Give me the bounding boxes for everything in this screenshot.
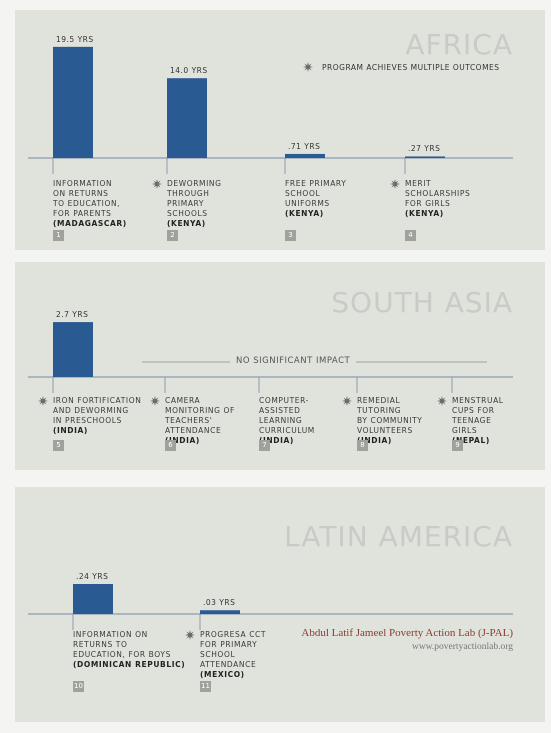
bar xyxy=(53,46,93,158)
category-label-block: PROGRESA CCT FOR PRIMARY SCHOOL ATTENDAN… xyxy=(200,630,266,680)
category-number: 2 xyxy=(167,230,178,241)
category-label-block: MENSTRUAL CUPS FOR TEENAGE GIRLS (NEPAL) xyxy=(452,396,504,446)
value-label: .03 YRS xyxy=(203,598,236,608)
multiple-outcomes-star xyxy=(150,396,160,406)
bar xyxy=(53,322,93,377)
category-label-block: COMPUTER- ASSISTED LEARNING CURRICULUM (I… xyxy=(259,396,315,446)
category-number: 10 xyxy=(73,681,84,692)
value-label: .71 YRS xyxy=(288,141,321,151)
multiple-outcomes-star xyxy=(342,396,352,406)
value-label: 14.0 YRS xyxy=(170,66,208,76)
multiple-outcomes-star xyxy=(185,630,195,640)
category-label-block: DEWORMING THROUGH PRIMARY SCHOOLS (KENYA) xyxy=(167,179,222,229)
multiple-outcomes-star xyxy=(390,179,400,189)
panel xyxy=(15,10,545,250)
credit-org: Abdul Latif Jameel Poverty Action Lab (J… xyxy=(301,627,513,639)
value-label: 2.7 YRS xyxy=(56,310,89,320)
category-label: INFORMATION ON RETURNS TO EDUCATION, FOR… xyxy=(53,179,121,218)
category-label: REMEDIAL TUTORING BY COMMUNITY VOLUNTEER… xyxy=(357,396,423,435)
bar xyxy=(405,156,445,158)
category-label-block: REMEDIAL TUTORING BY COMMUNITY VOLUNTEER… xyxy=(357,396,422,446)
category-label: IRON FORTIFICATION AND DEWORMING IN PRES… xyxy=(53,396,142,425)
category-number: 8 xyxy=(357,440,368,451)
location-label: (INDIA) xyxy=(357,436,392,445)
category-number: 9 xyxy=(452,440,463,451)
location-label: (MEXICO) xyxy=(200,670,245,679)
category-number: 6 xyxy=(165,440,176,451)
location-label: (KENYA) xyxy=(405,209,444,218)
annotation: NO SIGNIFICANT IMPACT xyxy=(230,356,357,366)
value-label: .27 YRS xyxy=(408,144,441,154)
category-label: FREE PRIMARY SCHOOL UNIFORMS xyxy=(285,179,347,208)
panel-title: AFRICA xyxy=(405,28,513,61)
category-number: 4 xyxy=(405,230,416,241)
category-label: INFORMATION ON RETURNS TO EDUCATION, FOR… xyxy=(73,630,171,659)
category-label: MERIT SCHOLARSHIPS FOR GIRLS xyxy=(405,179,471,208)
category-number: 3 xyxy=(285,230,296,241)
category-label-block: IRON FORTIFICATION AND DEWORMING IN PRES… xyxy=(53,396,141,436)
bar xyxy=(285,153,325,158)
panel xyxy=(15,262,545,470)
location-label: (KENYA) xyxy=(285,209,324,218)
bar xyxy=(200,610,240,614)
multiple-outcomes-star xyxy=(152,179,162,189)
credit-url: www.povertyactionlab.org xyxy=(411,642,513,652)
category-number: 11 xyxy=(200,681,211,692)
value-label: .24 YRS xyxy=(76,572,109,581)
location-label: (MADAGASCAR) xyxy=(53,219,127,228)
multiple-outcomes-star xyxy=(437,396,447,406)
location-label: (DOMINICAN REPUBLIC) xyxy=(73,660,186,669)
panel-title: LATIN AMERICA xyxy=(284,520,513,553)
panel-title: SOUTH ASIA xyxy=(331,286,513,319)
location-label: (INDIA) xyxy=(259,436,294,445)
category-label: COMPUTER- ASSISTED LEARNING CURRICULUM xyxy=(259,396,315,435)
category-label-block: FREE PRIMARY SCHOOL UNIFORMS (KENYA) xyxy=(285,179,346,219)
value-label: 19.5 YRS xyxy=(56,34,94,44)
category-number: 7 xyxy=(259,440,270,451)
location-label: (KENYA) xyxy=(167,219,206,228)
multiple-outcomes-star xyxy=(38,396,48,406)
location-label: (INDIA) xyxy=(53,426,88,435)
category-label: MENSTRUAL CUPS FOR TEENAGE GIRLS xyxy=(452,396,504,435)
category-label-block: INFORMATION ON RETURNS TO EDUCATION, FOR… xyxy=(53,179,127,229)
legend-text: PROGRAM ACHIEVES MULTIPLE OUTCOMES xyxy=(322,63,500,72)
location-label: (INDIA) xyxy=(165,436,200,445)
category-label-block: CAMERA MONITORING OF TEACHERS' ATTENDANC… xyxy=(165,396,235,446)
category-label-block: MERIT SCHOLARSHIPS FOR GIRLS (KENYA) xyxy=(405,179,470,219)
location-label: (NEPAL) xyxy=(452,436,490,445)
bar xyxy=(167,78,207,158)
category-number: 1 xyxy=(53,230,64,241)
category-number: 5 xyxy=(53,440,64,451)
category-label: DEWORMING THROUGH PRIMARY SCHOOLS xyxy=(167,179,222,218)
multiple-outcomes-star xyxy=(303,62,313,72)
category-label: CAMERA MONITORING OF TEACHERS' ATTENDANC… xyxy=(165,396,235,435)
category-label-block: INFORMATION ON RETURNS TO EDUCATION, FOR… xyxy=(73,630,185,670)
bar xyxy=(73,584,113,614)
category-label: PROGRESA CCT FOR PRIMARY SCHOOL ATTENDAN… xyxy=(200,630,267,669)
